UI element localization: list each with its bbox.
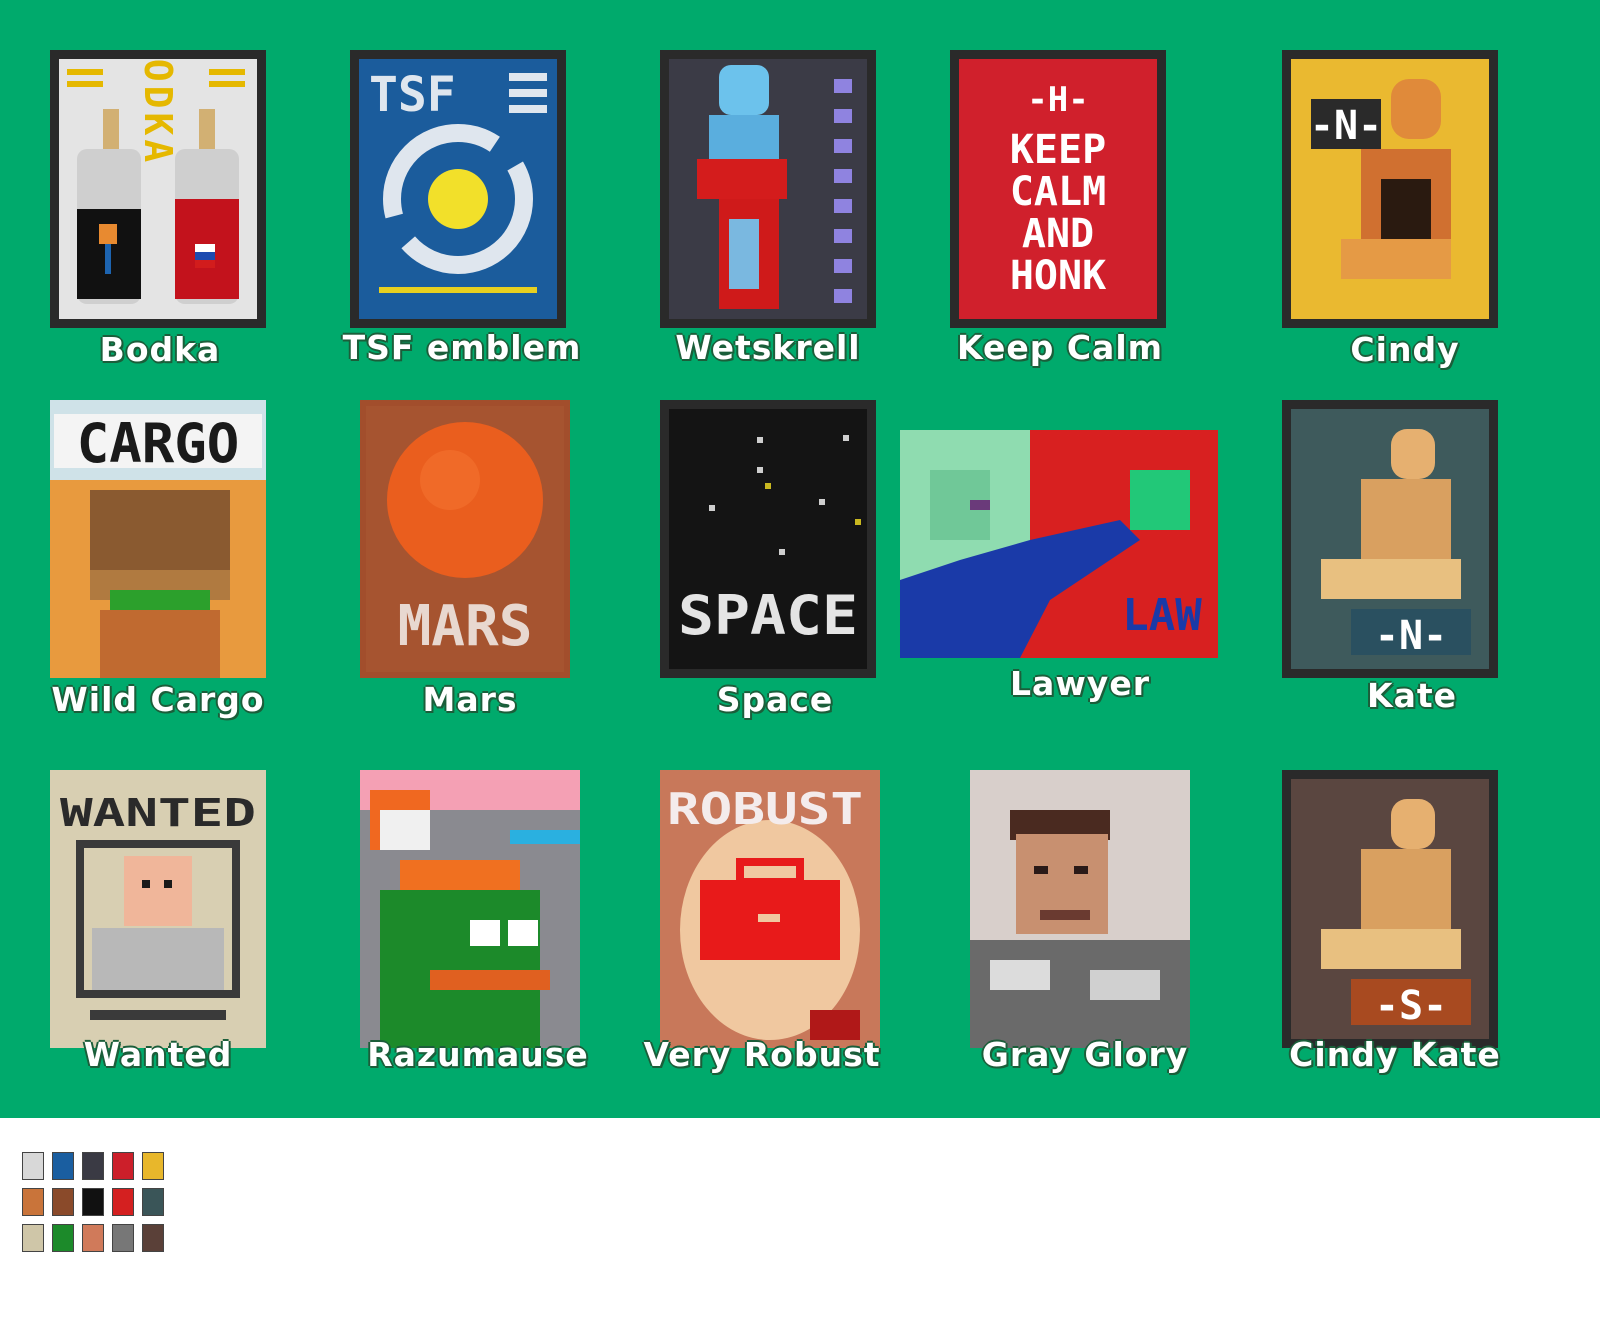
label-cindy-kate: Cindy Kate [1289, 1035, 1501, 1074]
poster-wanted-text: WANTED [60, 791, 256, 835]
poster-very-robust[interactable]: ROBUST [660, 770, 880, 1048]
poster-bodka-text: VODKA [136, 59, 180, 166]
label-gray-glory: Gray Glory [981, 1035, 1189, 1074]
poster-wild-cargo-text: CARGO [77, 412, 240, 475]
poster-lawyer-text: LAW [1122, 590, 1202, 641]
poster-kate[interactable]: -N- [1282, 400, 1498, 678]
poster-space-art: SPACE [669, 409, 867, 669]
poster-thumbnail[interactable] [112, 1152, 134, 1180]
poster-wanted[interactable]: WANTED [50, 770, 266, 1048]
poster-thumbnail[interactable] [82, 1224, 104, 1252]
poster-cindy[interactable]: -N- [1282, 50, 1498, 328]
poster-keep-calm-line3: AND [1022, 211, 1094, 257]
poster-razumause[interactable] [360, 770, 580, 1048]
poster-thumbnail[interactable] [82, 1188, 104, 1216]
poster-thumbnail[interactable] [52, 1152, 74, 1180]
poster-tsf-text: TSF [369, 67, 456, 123]
poster-very-robust-art: ROBUST [660, 770, 880, 1048]
poster-thumbnail[interactable] [22, 1188, 44, 1216]
poster-kate-art: -N- [1291, 409, 1489, 669]
poster-thumbnail[interactable] [22, 1224, 44, 1252]
poster-space-text: SPACE [678, 584, 858, 647]
label-wanted: Wanted [83, 1035, 233, 1074]
poster-mars-art: MARS [360, 400, 570, 678]
poster-lawyer[interactable]: LAW [900, 430, 1218, 658]
label-very-robust: Very Robust [643, 1035, 881, 1074]
poster-thumbnail[interactable] [142, 1224, 164, 1252]
poster-thumbnail[interactable] [112, 1224, 134, 1252]
poster-kate-text: -N- [1375, 613, 1447, 659]
poster-bodka-art: VODKA [59, 59, 257, 319]
poster-cindy-kate-text: -S- [1375, 983, 1447, 1029]
poster-gray-glory[interactable] [970, 770, 1190, 1048]
poster-very-robust-text: ROBUST [667, 784, 863, 835]
label-wetskrell: Wetskrell [675, 328, 861, 367]
label-mars: Mars [422, 680, 518, 719]
poster-wetskrell-art [669, 59, 867, 319]
poster-thumbnail-grid [22, 1152, 172, 1256]
poster-thumbnail[interactable] [52, 1188, 74, 1216]
label-cindy: Cindy [1350, 330, 1460, 369]
poster-lawyer-art: LAW [900, 430, 1218, 658]
poster-thumbnail[interactable] [142, 1188, 164, 1216]
poster-bodka[interactable]: VODKA [50, 50, 266, 328]
poster-wanted-art: WANTED [50, 770, 266, 1048]
poster-thumbnail[interactable] [112, 1188, 134, 1216]
poster-gray-glory-art [970, 770, 1190, 1048]
poster-keep-calm-line2: CALM [1010, 169, 1106, 215]
label-keep-calm: Keep Calm [956, 328, 1164, 367]
poster-cindy-art: -N- [1291, 59, 1489, 319]
poster-cindy-kate[interactable]: -S- [1282, 770, 1498, 1048]
poster-razumause-art [360, 770, 580, 1048]
poster-cindy-text: -N- [1310, 103, 1382, 149]
label-space: Space [716, 680, 834, 719]
poster-keep-calm-line1: KEEP [1010, 127, 1106, 173]
poster-mars[interactable]: MARS [360, 400, 570, 678]
poster-tsf-emblem[interactable]: TSF [350, 50, 566, 328]
label-razumause: Razumause [367, 1035, 589, 1074]
poster-mars-text: MARS [398, 594, 533, 659]
label-lawyer: Lawyer [1010, 664, 1150, 703]
poster-sheet: VODKA Bodka TSF TSF emblem [0, 0, 1600, 1118]
poster-cindy-kate-art: -S- [1291, 779, 1489, 1039]
poster-thumbnail[interactable] [22, 1152, 44, 1180]
poster-space[interactable]: SPACE [660, 400, 876, 678]
label-tsf-emblem: TSF emblem [342, 328, 582, 367]
poster-keep-calm[interactable]: -H- KEEP CALM AND HONK [950, 50, 1166, 328]
poster-thumbnail[interactable] [82, 1152, 104, 1180]
poster-tsf-art: TSF [359, 59, 557, 319]
label-kate: Kate [1367, 676, 1457, 715]
poster-keep-calm-line4: HONK [1010, 253, 1106, 299]
poster-wetskrell[interactable] [660, 50, 876, 328]
poster-keep-calm-art: -H- KEEP CALM AND HONK [959, 59, 1157, 319]
poster-keep-calm-top: -H- [1027, 80, 1088, 120]
label-bodka: Bodka [99, 330, 221, 369]
poster-thumbnail[interactable] [142, 1152, 164, 1180]
poster-thumbnail[interactable] [52, 1224, 74, 1252]
poster-wild-cargo-art: CARGO [50, 400, 266, 678]
poster-wild-cargo[interactable]: CARGO [50, 400, 266, 678]
label-wild-cargo: Wild Cargo [51, 680, 265, 719]
